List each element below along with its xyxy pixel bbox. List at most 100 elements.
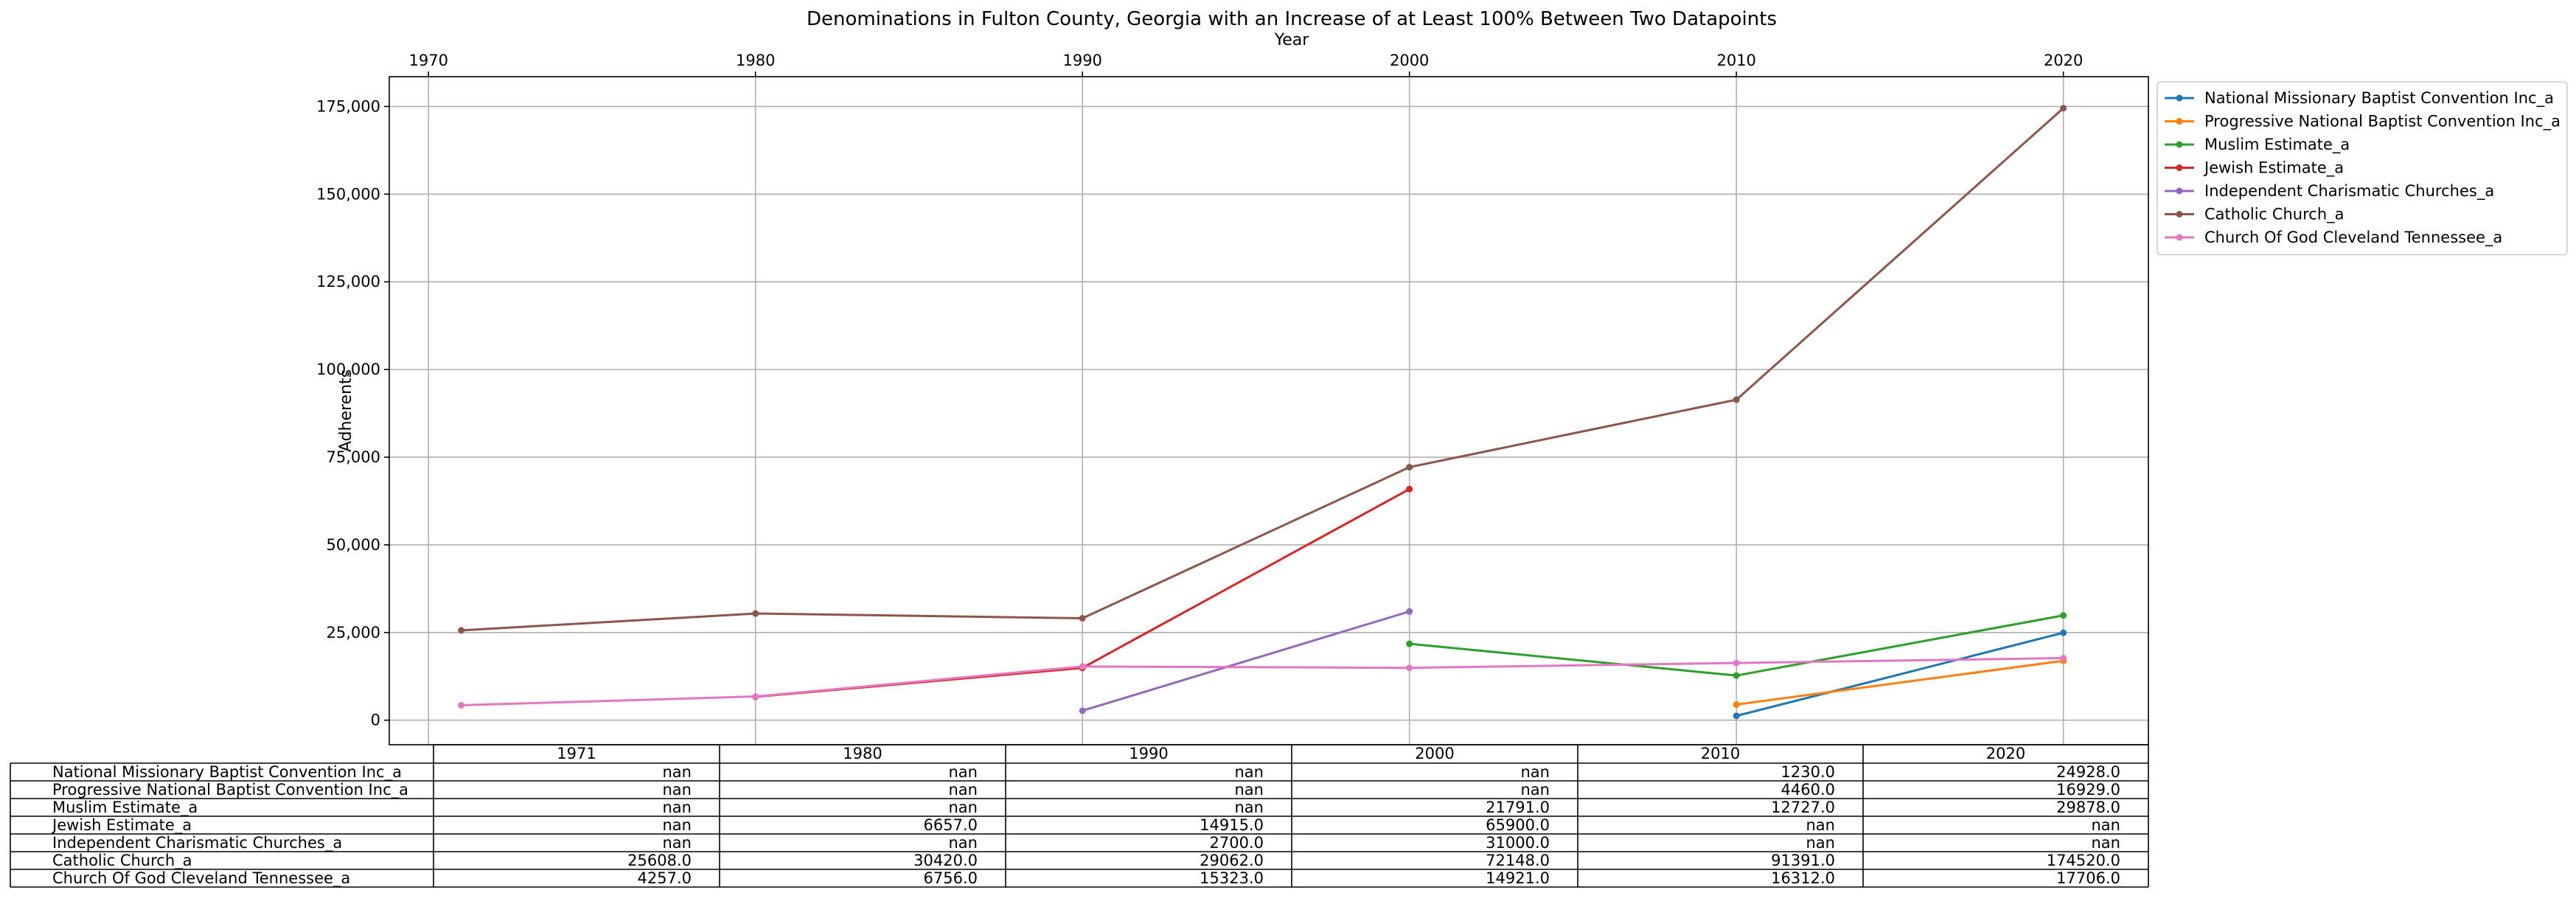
table-row-label: Jewish Estimate_a — [51, 816, 192, 835]
plot-frame — [389, 76, 2149, 745]
table-row: Progressive National Baptist Convention … — [52, 781, 2120, 799]
x-axis-label: Year — [1274, 31, 1310, 49]
table-row-label: National Missionary Baptist Convention I… — [52, 763, 402, 782]
table-cell: 72148.0 — [1486, 852, 1550, 869]
table-header-cell: 2010 — [1701, 745, 1740, 762]
series-6 — [458, 655, 2067, 709]
table-row: Catholic Church_a 25608.0 30420.0 29062.0 72… — [52, 852, 2120, 870]
table-cell: nan — [1235, 781, 1264, 799]
table-cell: 21791.0 — [1486, 799, 1550, 816]
x-tick-label: 1970 — [408, 52, 448, 69]
legend-swatch-marker — [2176, 118, 2183, 125]
data-point — [1406, 485, 1413, 493]
x-tick-label: 2000 — [1390, 52, 1429, 69]
data-point — [1733, 659, 1740, 667]
table-cell: 25608.0 — [627, 852, 692, 869]
x-tick-label: 1980 — [736, 52, 775, 69]
table-cell: 4257.0 — [638, 869, 692, 887]
y-tick-label: 125,000 — [316, 273, 380, 291]
x-tick-label: 2010 — [1716, 52, 1755, 69]
table-cell: 1230.0 — [1781, 763, 1835, 781]
table-cell: nan — [663, 763, 692, 781]
table-row-label: Independent Charismatic Churches_a — [52, 834, 342, 852]
legend-label: Muslim Estimate_a — [2204, 136, 2350, 154]
table-cell: 16312.0 — [1771, 869, 1835, 887]
y-axis-label: Adherents — [337, 369, 355, 452]
data-point — [1733, 700, 1740, 708]
legend-label: National Missionary Baptist Convention I… — [2204, 89, 2554, 108]
series-line — [461, 107, 2064, 632]
data-point — [458, 701, 465, 709]
table-cell: nan — [663, 816, 692, 834]
y-tick-label: 75,000 — [327, 448, 380, 466]
table-row: Independent Charismatic Churches_a nan nan… — [52, 834, 2120, 852]
table-cell: 6756.0 — [924, 869, 978, 887]
legend-item: Catholic Church_a — [2165, 206, 2344, 224]
y-tick-label: 0 — [371, 712, 380, 729]
table-cell: nan — [949, 834, 978, 852]
table-cell: 14915.0 — [1200, 816, 1264, 834]
data-point — [1406, 608, 1413, 615]
legend-label: Independent Charismatic Churches_a — [2204, 182, 2494, 201]
data-point — [1079, 614, 1086, 622]
data-point — [752, 693, 759, 700]
data-point — [752, 610, 759, 617]
table-cell: 30420.0 — [913, 852, 978, 869]
table-cell: 16929.0 — [2056, 781, 2120, 799]
table-cell: nan — [1806, 816, 1836, 834]
legend-item: Jewish Estimate_a — [2165, 159, 2344, 178]
table-cell: nan — [949, 781, 978, 799]
table-cell: 12727.0 — [1771, 799, 1835, 816]
series-line — [461, 657, 2064, 706]
table-cell: 29878.0 — [2056, 799, 2120, 816]
legend-swatch-marker — [2176, 141, 2183, 148]
table-cell: 14921.0 — [1486, 869, 1550, 887]
data-point — [1733, 396, 1740, 403]
table-cell: 2700.0 — [1210, 834, 1264, 852]
legend-item: Muslim Estimate_a — [2165, 136, 2350, 154]
table-cell: nan — [949, 799, 978, 816]
table-cell: nan — [2092, 834, 2121, 852]
y-tick-label: 150,000 — [316, 185, 380, 203]
table-row: Jewish Estimate_a nan 6657.0 14915.0 65900.0… — [51, 816, 2120, 835]
plot-series — [458, 105, 2067, 720]
legend-box — [2156, 81, 2568, 256]
table-cell: 65900.0 — [1486, 816, 1550, 834]
table-header-cell: 2020 — [1986, 745, 2025, 762]
y-tick-label: 50,000 — [327, 536, 380, 554]
legend-swatch-marker — [2176, 94, 2183, 102]
table-cell: nan — [1521, 763, 1550, 781]
table-cell: nan — [1235, 763, 1264, 781]
table-cell: 6657.0 — [924, 816, 978, 834]
table-cell: nan — [1806, 834, 1836, 852]
chart-title: Denominations in Fulton County, Georgia … — [807, 8, 1777, 30]
data-point — [2060, 105, 2067, 112]
table-row-label: Muslim Estimate_a — [52, 799, 198, 817]
data-point — [1079, 663, 1086, 670]
data-point — [1406, 664, 1413, 672]
table-row: National Missionary Baptist Convention I… — [52, 763, 2120, 782]
table-header-cell: 1971 — [557, 745, 596, 762]
table-cell: 4460.0 — [1781, 781, 1835, 799]
y-tick-label: 175,000 — [316, 97, 380, 115]
series-0 — [1733, 629, 2067, 720]
legend-item: Independent Charismatic Churches_a — [2165, 182, 2494, 201]
legend-item: Progressive National Baptist Convention … — [2165, 113, 2561, 131]
series-line — [1082, 610, 1410, 712]
table-cell: nan — [2092, 816, 2121, 834]
series-2 — [1406, 612, 2067, 679]
series-line — [1736, 659, 2064, 706]
table-cell: nan — [663, 834, 692, 852]
table-cell: nan — [949, 763, 978, 781]
table-cell: nan — [663, 781, 692, 799]
data-point — [1406, 640, 1413, 647]
table-cell: nan — [663, 799, 692, 816]
legend-swatch-marker — [2176, 164, 2183, 171]
x-tick-label: 2020 — [2044, 52, 2083, 69]
legend-label: Catholic Church_a — [2204, 206, 2344, 224]
table-row-label: Progressive National Baptist Convention … — [52, 781, 408, 799]
table-cell: nan — [1521, 781, 1550, 799]
table-row: Muslim Estimate_a nan nan nan 21791.0 12727.0… — [52, 799, 2120, 817]
x-tick-label: 1990 — [1062, 52, 1101, 69]
